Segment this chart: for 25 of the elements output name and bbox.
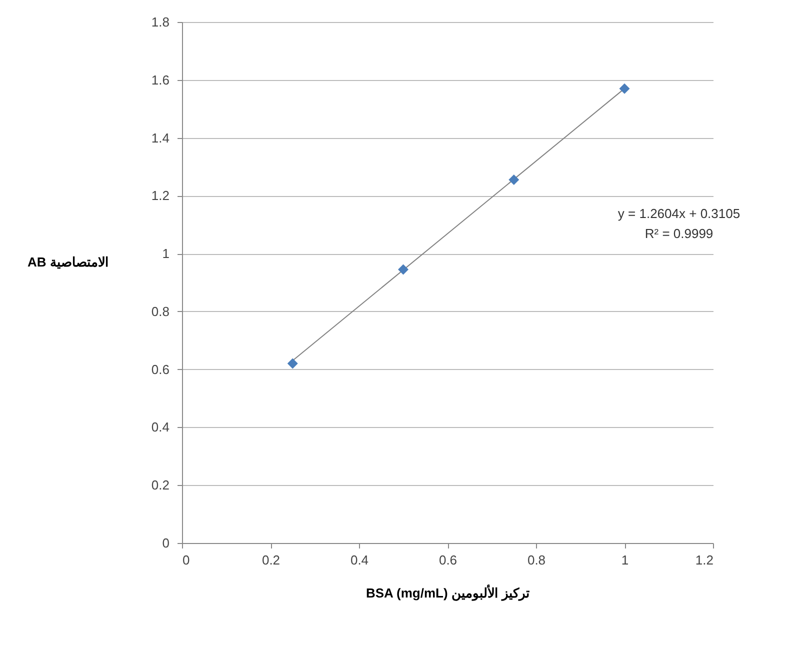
y-tick-label: 0.6 (151, 362, 170, 377)
y-tick-label: 0.4 (151, 420, 170, 435)
point (619, 83, 630, 94)
y-tick-label: 0.2 (151, 478, 170, 493)
y-tick-label: 0.8 (151, 304, 170, 319)
x-tick-label: 0 (182, 552, 190, 568)
annotation: R² = 0.9999 (644, 226, 714, 241)
x-tick-label: 1.2 (695, 552, 714, 568)
x-axis-title: BSA (mg/mL) تركيز الألبومين (366, 584, 530, 602)
point (287, 358, 298, 369)
y-tick-label: 1.4 (151, 130, 170, 146)
x-tick-label: 0.6 (438, 552, 458, 568)
point (508, 174, 520, 185)
y-tick-label: 0 (162, 536, 170, 550)
x-tick-label: 0.4 (350, 552, 369, 568)
annotation: y = 1.2604x + 0.3105 (618, 206, 740, 221)
y-tick-label: 1.2 (151, 188, 170, 204)
point (398, 264, 408, 275)
x-tick-label: 1 (621, 552, 629, 568)
x-tick-label: 0.2 (262, 552, 280, 568)
y-tick-label: 1.6 (151, 72, 170, 88)
y-axis-title: AB الامتصاصية (28, 254, 109, 270)
y-tick-label: 1.8 (151, 14, 170, 30)
x-tick-label: 0.8 (527, 552, 546, 568)
y-tick-label: 1 (162, 246, 170, 262)
